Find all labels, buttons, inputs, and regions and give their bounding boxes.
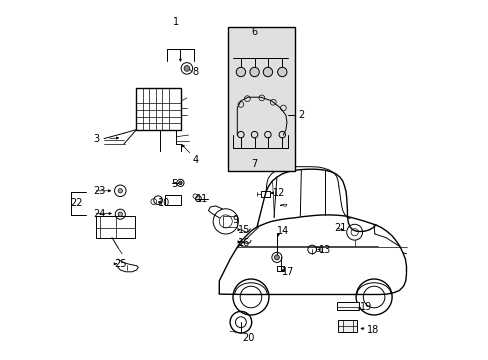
Bar [260, 191, 269, 197]
Bar [165, 195, 181, 205]
Text: 18: 18 [366, 325, 378, 336]
Circle shape [277, 67, 286, 77]
Bar [315, 247, 322, 251]
Text: 25: 25 [114, 259, 126, 269]
Text: 21: 21 [334, 222, 346, 233]
Circle shape [263, 67, 272, 77]
Bar [96, 216, 135, 238]
Text: 20: 20 [242, 333, 254, 343]
Circle shape [178, 181, 182, 185]
Text: 13: 13 [319, 245, 331, 255]
Text: 8: 8 [192, 67, 198, 77]
Text: 10: 10 [158, 198, 170, 208]
Circle shape [183, 66, 189, 71]
Text: 16: 16 [238, 238, 250, 248]
Text: 17: 17 [282, 267, 294, 277]
Circle shape [236, 67, 245, 77]
Text: 5: 5 [170, 179, 177, 189]
Bar [337, 320, 356, 332]
Bar [223, 216, 237, 227]
Circle shape [249, 67, 259, 77]
Text: 23: 23 [93, 186, 105, 196]
Bar [276, 266, 284, 271]
Text: 6: 6 [251, 27, 257, 37]
Text: 24: 24 [93, 209, 105, 219]
Text: 15: 15 [238, 225, 250, 235]
Text: 19: 19 [359, 302, 371, 312]
Circle shape [118, 212, 122, 216]
Text: 3: 3 [94, 134, 100, 144]
Text: 12: 12 [273, 188, 285, 198]
Text: 2: 2 [298, 110, 304, 120]
Circle shape [118, 189, 122, 193]
Text: 9: 9 [231, 215, 238, 225]
Text: 14: 14 [276, 226, 288, 236]
Bar [136, 88, 181, 130]
Text: 4: 4 [192, 155, 198, 165]
Bar [228, 27, 294, 171]
Text: 1: 1 [173, 17, 179, 27]
Circle shape [274, 255, 279, 260]
Text: 11: 11 [196, 194, 208, 204]
Text: 22: 22 [70, 198, 82, 208]
Bar [337, 302, 358, 310]
Text: 7: 7 [250, 159, 257, 169]
